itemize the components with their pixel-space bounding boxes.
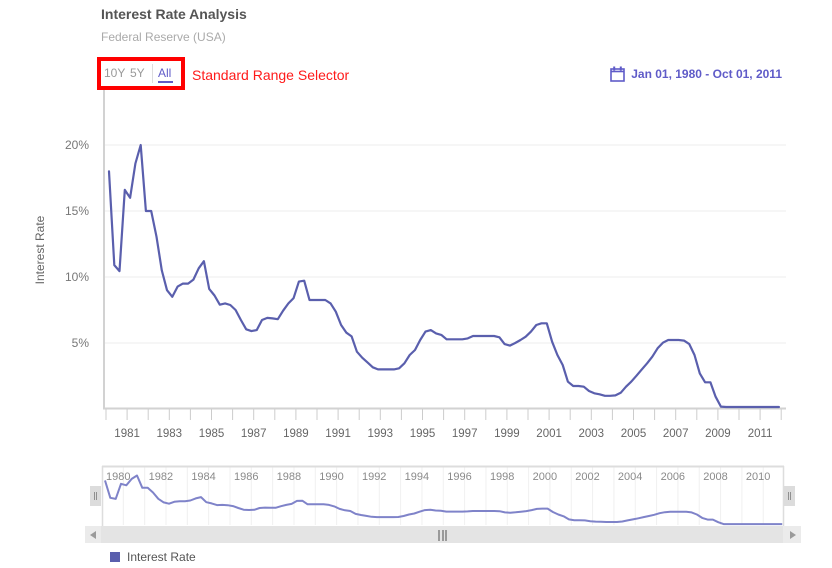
navigator-year-label: 1990: [319, 471, 343, 483]
x-tick-label: 1995: [410, 428, 436, 440]
range-button-5y[interactable]: 5Y: [130, 66, 145, 80]
date-range-text: Jan 01, 1980 - Oct 01, 2011: [631, 67, 782, 81]
navigator-plot-area[interactable]: 1980 1982 1984 1986 1988 1990 1992 1994 1996 1998…: [101, 465, 785, 526]
x-tick-label: 1981: [114, 428, 140, 440]
scrollbar-grip[interactable]: [438, 530, 447, 541]
navigator-left-handle[interactable]: [90, 486, 101, 506]
x-tick-label: 2003: [579, 428, 605, 440]
calendar-icon: [610, 66, 626, 82]
y-tick-label: 5%: [72, 336, 90, 350]
main-plot-area: 5% 10% 15% 20% 1981 1983 1985 1987 1989 1991 1993 1…: [33, 88, 786, 440]
y-tick-label: 20%: [65, 138, 89, 152]
navigator-year-label: 1996: [447, 471, 471, 483]
navigator-right-handle[interactable]: [784, 486, 795, 506]
arrow-left-icon: [90, 531, 96, 539]
navigator-year-label: 1994: [405, 471, 429, 483]
active-range-indicator: [158, 81, 173, 83]
scroll-left-button[interactable]: [85, 526, 101, 543]
navigator-year-label: 2010: [746, 471, 770, 483]
arrow-right-icon: [790, 531, 796, 539]
navigator-series-line: [104, 474, 783, 526]
x-tick-label: 2007: [663, 428, 689, 440]
navigator-year-label: 1986: [234, 471, 258, 483]
navigator-year-label: 1984: [191, 471, 215, 483]
legend-label: Interest Rate: [127, 550, 196, 564]
range-selector-annotation: Standard Range Selector: [192, 67, 350, 83]
range-button-10y[interactable]: 10Y: [104, 66, 126, 80]
date-range-picker[interactable]: Jan 01, 1980 - Oct 01, 2011: [610, 66, 782, 82]
navigator-year-label: 2006: [661, 471, 685, 483]
x-tick-label: 1999: [494, 428, 520, 440]
chart-title: Interest Rate Analysis: [101, 6, 247, 22]
y-tick-label: 10%: [65, 270, 89, 284]
navigator-year-label: 2002: [575, 471, 599, 483]
chart-subtitle: Federal Reserve (USA): [101, 30, 226, 44]
x-tick-label: 1987: [241, 428, 267, 440]
x-tick-label: 1997: [452, 428, 478, 440]
legend-item-interest-rate[interactable]: Interest Rate: [110, 549, 196, 565]
navigator-year-label: 2004: [618, 471, 642, 483]
x-tick-label: 2005: [621, 428, 647, 440]
x-tick-label: 1985: [199, 428, 225, 440]
x-tick-label: 2001: [536, 428, 562, 440]
series-line-interest-rate: [107, 143, 780, 409]
navigator-year-label: 1982: [149, 471, 173, 483]
range-selector-divider: [152, 64, 153, 83]
navigator-year-label: 1998: [490, 471, 514, 483]
range-button-all[interactable]: All: [158, 66, 172, 80]
navigator-year-label: 1980: [106, 471, 130, 483]
navigator-year-label: 1992: [362, 471, 386, 483]
range-selector-highlight: 10Y 5Y All: [97, 57, 185, 90]
scroll-right-button[interactable]: [783, 526, 801, 543]
x-tick-label: 2011: [748, 428, 773, 440]
navigator-year-label: 1988: [277, 471, 301, 483]
navigator-year-label: 2008: [703, 471, 727, 483]
x-tick-label: 1983: [157, 428, 183, 440]
x-tick-label: 1991: [325, 428, 351, 440]
navigator-year-label: 2000: [533, 471, 557, 483]
legend-swatch: [110, 552, 120, 562]
y-axis-title: Interest Rate: [33, 215, 47, 284]
x-tick-label: 1989: [283, 428, 309, 440]
x-tick-label: 1993: [368, 428, 394, 440]
y-tick-label: 15%: [65, 204, 89, 218]
x-tick-label: 2009: [705, 428, 731, 440]
